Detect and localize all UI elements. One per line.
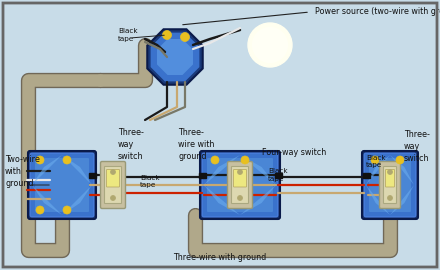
Circle shape [211,156,219,164]
FancyBboxPatch shape [259,52,281,64]
Text: Black
tape: Black tape [268,168,288,181]
FancyBboxPatch shape [207,158,273,212]
Bar [267,43,273,55]
Polygon shape [62,155,92,185]
Bar [198,173,205,177]
Polygon shape [32,155,62,185]
Circle shape [371,156,379,164]
Bar [88,173,95,177]
FancyBboxPatch shape [369,158,411,212]
Text: Three-
wire with
ground: Three- wire with ground [178,128,214,161]
Bar [275,173,282,177]
Text: Black
tape: Black tape [140,175,160,188]
Text: Three-wire with ground: Three-wire with ground [173,254,267,262]
Circle shape [162,31,172,39]
FancyBboxPatch shape [231,167,249,204]
Circle shape [180,32,190,42]
FancyBboxPatch shape [362,151,418,219]
Text: Power source (two-wire with ground): Power source (two-wire with ground) [315,6,440,15]
FancyBboxPatch shape [379,161,400,208]
FancyBboxPatch shape [105,167,121,204]
Polygon shape [150,33,199,81]
Polygon shape [240,155,276,185]
Polygon shape [204,155,240,185]
FancyBboxPatch shape [30,153,94,217]
Text: Black
tape: Black tape [366,155,385,168]
Polygon shape [62,185,92,215]
FancyBboxPatch shape [202,153,278,217]
Text: Three-
way
switch: Three- way switch [118,128,144,161]
Polygon shape [157,39,193,75]
Circle shape [396,156,404,164]
Text: Two-wire
with
ground: Two-wire with ground [5,155,40,188]
Polygon shape [390,155,414,185]
FancyBboxPatch shape [234,170,246,187]
Polygon shape [390,185,414,215]
Circle shape [110,170,115,174]
Circle shape [241,156,249,164]
Polygon shape [366,185,390,215]
Text: Four-way switch: Four-way switch [262,148,326,157]
Circle shape [238,195,242,201]
Text: Black
tape: Black tape [118,28,138,42]
Circle shape [63,206,71,214]
FancyBboxPatch shape [106,170,120,187]
FancyBboxPatch shape [384,167,396,204]
Polygon shape [366,155,390,185]
Text: Three-
way
switch: Three- way switch [404,130,430,163]
FancyBboxPatch shape [385,170,395,187]
Circle shape [36,156,44,164]
Polygon shape [32,185,62,215]
FancyBboxPatch shape [364,153,416,217]
FancyBboxPatch shape [227,161,253,208]
Circle shape [238,170,242,174]
FancyBboxPatch shape [200,151,280,219]
Polygon shape [204,185,240,215]
Circle shape [63,156,71,164]
Circle shape [252,27,288,63]
Bar [363,173,370,177]
Circle shape [110,195,115,201]
Circle shape [388,170,392,174]
Polygon shape [240,185,276,215]
FancyBboxPatch shape [28,151,96,219]
FancyBboxPatch shape [35,158,89,212]
Circle shape [248,23,292,67]
Circle shape [388,195,392,201]
Polygon shape [147,29,203,85]
FancyBboxPatch shape [100,161,125,208]
Circle shape [36,206,44,214]
